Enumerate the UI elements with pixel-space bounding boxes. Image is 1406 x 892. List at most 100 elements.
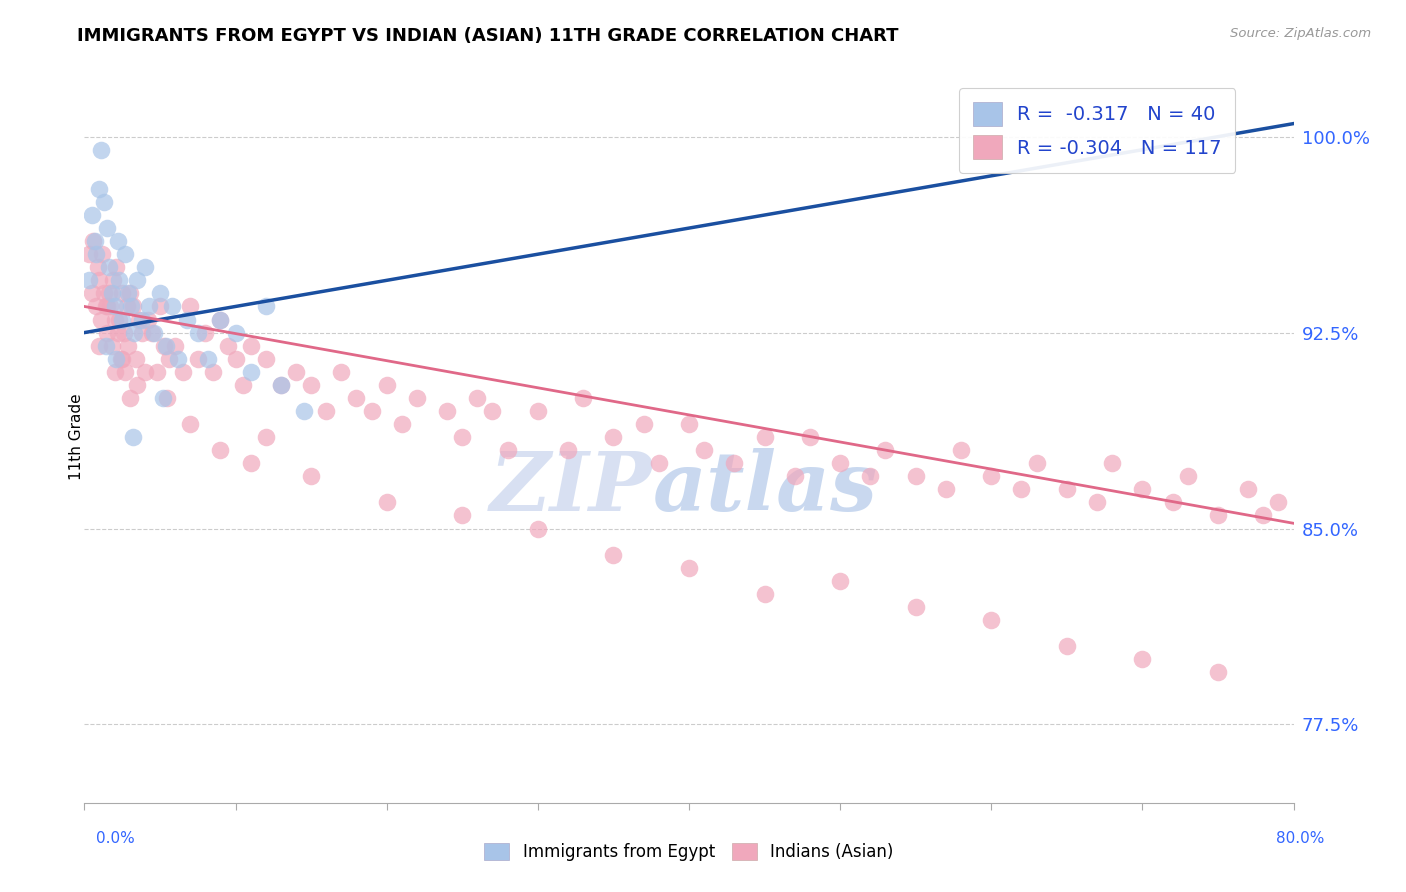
Point bbox=[980, 469, 1002, 483]
Point bbox=[86, 300, 108, 314]
Point bbox=[830, 574, 852, 588]
Point bbox=[239, 365, 262, 379]
Point bbox=[98, 300, 121, 314]
Text: ZIP: ZIP bbox=[491, 449, 652, 528]
Point bbox=[572, 391, 595, 405]
Point bbox=[77, 247, 100, 261]
Point bbox=[128, 312, 150, 326]
Point bbox=[1056, 639, 1078, 653]
Point bbox=[108, 312, 131, 326]
Point bbox=[105, 351, 128, 366]
Point bbox=[1161, 495, 1184, 509]
Point bbox=[111, 286, 134, 301]
Point bbox=[157, 351, 180, 366]
Point bbox=[1206, 665, 1229, 680]
Point bbox=[1011, 483, 1033, 497]
Point bbox=[96, 221, 118, 235]
Point bbox=[96, 326, 118, 340]
Point bbox=[107, 326, 129, 340]
Point bbox=[111, 351, 134, 366]
Point bbox=[1177, 469, 1199, 483]
Point bbox=[80, 286, 103, 301]
Legend: R =  -0.317   N = 40, R = -0.304   N = 117: R = -0.317 N = 40, R = -0.304 N = 117 bbox=[959, 88, 1236, 173]
Point bbox=[146, 365, 169, 379]
Point bbox=[125, 351, 148, 366]
Point bbox=[187, 351, 209, 366]
Point bbox=[107, 234, 129, 248]
Text: Source: ZipAtlas.com: Source: ZipAtlas.com bbox=[1230, 27, 1371, 40]
Point bbox=[254, 351, 277, 366]
Point bbox=[285, 365, 308, 379]
Point bbox=[602, 548, 624, 562]
Point bbox=[117, 286, 139, 301]
Point bbox=[131, 312, 153, 326]
Point bbox=[436, 404, 458, 418]
Point bbox=[141, 326, 163, 340]
Point bbox=[84, 234, 107, 248]
Point bbox=[783, 469, 806, 483]
Point bbox=[633, 417, 655, 431]
Point bbox=[77, 273, 100, 287]
Point bbox=[232, 377, 254, 392]
Point bbox=[360, 404, 382, 418]
Point bbox=[254, 430, 277, 444]
Point bbox=[82, 234, 104, 248]
Point bbox=[97, 286, 120, 301]
Point bbox=[1253, 508, 1275, 523]
Point bbox=[270, 377, 292, 392]
Point bbox=[754, 430, 776, 444]
Point bbox=[118, 391, 141, 405]
Point bbox=[1132, 483, 1154, 497]
Point bbox=[111, 312, 134, 326]
Point bbox=[950, 443, 973, 458]
Point bbox=[346, 391, 368, 405]
Point bbox=[451, 430, 474, 444]
Text: atlas: atlas bbox=[652, 449, 877, 528]
Point bbox=[90, 143, 112, 157]
Point bbox=[217, 338, 239, 352]
Point bbox=[1101, 456, 1123, 470]
Point bbox=[100, 338, 122, 352]
Point bbox=[723, 456, 745, 470]
Point bbox=[120, 300, 142, 314]
Point bbox=[101, 273, 124, 287]
Point bbox=[93, 194, 115, 209]
Point bbox=[118, 286, 141, 301]
Point bbox=[209, 312, 232, 326]
Point bbox=[142, 326, 165, 340]
Point bbox=[112, 326, 135, 340]
Point bbox=[935, 483, 957, 497]
Point bbox=[299, 469, 322, 483]
Point bbox=[1237, 483, 1260, 497]
Point bbox=[121, 300, 143, 314]
Point bbox=[527, 404, 550, 418]
Point bbox=[239, 338, 262, 352]
Point bbox=[648, 456, 671, 470]
Point bbox=[225, 326, 247, 340]
Point bbox=[1025, 456, 1047, 470]
Point bbox=[114, 247, 136, 261]
Point bbox=[104, 300, 127, 314]
Point bbox=[121, 430, 143, 444]
Point bbox=[1206, 508, 1229, 523]
Point bbox=[602, 430, 624, 444]
Point bbox=[375, 495, 398, 509]
Point bbox=[693, 443, 716, 458]
Point bbox=[160, 300, 183, 314]
Point bbox=[100, 286, 122, 301]
Point bbox=[557, 443, 579, 458]
Point bbox=[1132, 652, 1154, 666]
Point bbox=[254, 300, 277, 314]
Point bbox=[110, 351, 132, 366]
Point bbox=[94, 338, 117, 352]
Point bbox=[375, 377, 398, 392]
Point bbox=[89, 273, 111, 287]
Point bbox=[136, 312, 159, 326]
Point bbox=[330, 365, 353, 379]
Point bbox=[1267, 495, 1289, 509]
Point bbox=[94, 300, 117, 314]
Point bbox=[149, 286, 172, 301]
Point bbox=[153, 338, 176, 352]
Point bbox=[80, 208, 103, 222]
Point bbox=[527, 521, 550, 535]
